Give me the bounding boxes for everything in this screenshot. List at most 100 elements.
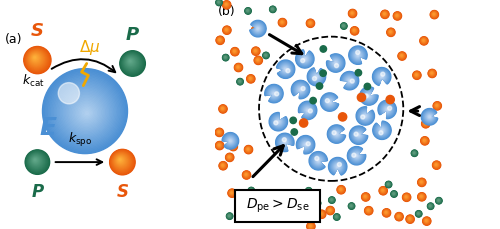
Circle shape	[118, 158, 122, 162]
Circle shape	[434, 103, 440, 109]
Circle shape	[386, 182, 391, 187]
Wedge shape	[278, 135, 292, 150]
Circle shape	[246, 146, 252, 153]
Circle shape	[130, 60, 131, 62]
Wedge shape	[328, 100, 332, 104]
Circle shape	[404, 195, 408, 199]
Circle shape	[252, 26, 260, 34]
Circle shape	[312, 76, 316, 81]
Circle shape	[352, 28, 356, 33]
Circle shape	[395, 213, 403, 221]
Circle shape	[24, 47, 50, 73]
Wedge shape	[351, 49, 364, 62]
Circle shape	[246, 8, 250, 14]
Circle shape	[32, 157, 40, 164]
Circle shape	[383, 13, 386, 15]
Circle shape	[428, 203, 434, 210]
Circle shape	[219, 39, 220, 41]
Circle shape	[405, 196, 407, 198]
Circle shape	[328, 208, 332, 212]
Wedge shape	[380, 76, 383, 78]
Wedge shape	[301, 104, 314, 117]
Wedge shape	[353, 50, 363, 60]
Circle shape	[422, 39, 424, 41]
Circle shape	[392, 193, 395, 195]
Circle shape	[384, 13, 386, 15]
Circle shape	[28, 153, 45, 170]
Circle shape	[422, 120, 429, 127]
Circle shape	[368, 210, 369, 211]
Circle shape	[422, 217, 431, 225]
Circle shape	[232, 49, 236, 53]
Wedge shape	[223, 133, 238, 148]
Circle shape	[334, 214, 340, 220]
Circle shape	[350, 11, 354, 15]
Wedge shape	[365, 92, 372, 100]
Circle shape	[349, 204, 354, 208]
Circle shape	[428, 204, 432, 208]
Circle shape	[435, 163, 438, 166]
Circle shape	[116, 156, 125, 165]
Circle shape	[216, 142, 224, 150]
Circle shape	[278, 198, 281, 201]
Circle shape	[245, 8, 252, 14]
Circle shape	[221, 107, 224, 110]
Wedge shape	[328, 100, 332, 104]
Circle shape	[253, 48, 258, 54]
Circle shape	[399, 53, 405, 59]
Circle shape	[60, 87, 112, 137]
Circle shape	[306, 188, 310, 193]
Circle shape	[420, 38, 427, 44]
Circle shape	[226, 29, 228, 31]
Circle shape	[418, 179, 425, 186]
Wedge shape	[354, 131, 363, 139]
Wedge shape	[348, 147, 365, 164]
Wedge shape	[315, 158, 322, 164]
Wedge shape	[270, 114, 286, 130]
Circle shape	[334, 214, 340, 220]
Circle shape	[386, 182, 392, 187]
Circle shape	[306, 188, 312, 194]
Wedge shape	[358, 109, 372, 123]
Circle shape	[216, 0, 222, 5]
Circle shape	[434, 102, 441, 110]
Wedge shape	[379, 101, 395, 117]
Wedge shape	[367, 94, 370, 98]
Wedge shape	[251, 22, 264, 35]
Circle shape	[314, 200, 320, 206]
Circle shape	[339, 188, 342, 191]
Circle shape	[425, 219, 428, 222]
Wedge shape	[300, 103, 316, 118]
Circle shape	[265, 54, 266, 56]
Circle shape	[272, 8, 274, 10]
Circle shape	[348, 203, 355, 209]
Wedge shape	[226, 137, 234, 145]
Circle shape	[386, 182, 390, 186]
Wedge shape	[334, 132, 338, 136]
Circle shape	[216, 37, 224, 44]
Circle shape	[80, 106, 94, 120]
Circle shape	[249, 188, 254, 193]
Wedge shape	[382, 104, 392, 115]
Circle shape	[331, 199, 332, 200]
Wedge shape	[330, 128, 342, 140]
Circle shape	[300, 209, 306, 215]
Circle shape	[247, 10, 248, 11]
Circle shape	[270, 6, 276, 13]
Circle shape	[399, 53, 404, 59]
Circle shape	[30, 154, 43, 168]
Circle shape	[419, 194, 424, 199]
Circle shape	[282, 138, 286, 142]
Circle shape	[217, 37, 222, 43]
Wedge shape	[350, 149, 364, 162]
Circle shape	[229, 190, 234, 196]
Wedge shape	[228, 138, 233, 144]
Circle shape	[334, 215, 338, 219]
Circle shape	[351, 27, 358, 34]
Circle shape	[392, 192, 396, 195]
Circle shape	[236, 65, 240, 69]
Circle shape	[363, 194, 368, 199]
Circle shape	[396, 214, 401, 218]
Circle shape	[218, 143, 222, 147]
Circle shape	[32, 54, 40, 62]
